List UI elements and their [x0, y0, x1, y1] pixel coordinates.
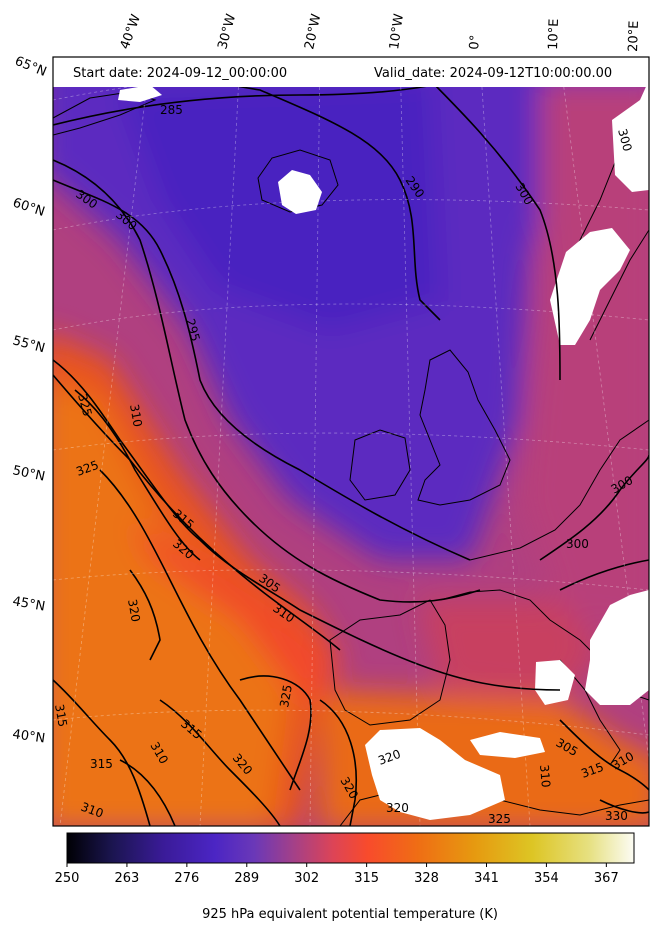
colorbar-tick-label: 367 [593, 871, 619, 886]
colorbar-tick-label: 263 [114, 871, 140, 886]
lon-label: 20°W [302, 12, 324, 50]
latitude-labels: 65°N 60°N 55°N 50°N 45°N 40°N [11, 54, 49, 747]
contour-label: 310 [127, 403, 145, 428]
contour-label: 300 [566, 537, 589, 551]
contour-label: 315 [52, 703, 70, 728]
start-date-text: Start date: 2024-09-12_00:00:00 [73, 66, 288, 81]
contour-label: 315 [90, 757, 113, 771]
graticule [53, 57, 649, 826]
colorbar-tick-label: 315 [354, 871, 380, 886]
lon-label: 10°E [546, 18, 562, 50]
temperature-field: 285 290 300 300 300 295 325 310 325 315 … [52, 57, 649, 826]
longitude-labels: 40°W 30°W 20°W 10°W 0° 10°E 20°E [118, 12, 642, 52]
colorbar-tick-label: 328 [414, 871, 439, 886]
lat-label: 50°N [11, 463, 46, 484]
lon-label: 20°E [626, 20, 642, 52]
contour-label: 320 [125, 598, 143, 623]
lon-label: 0° [467, 34, 483, 50]
contour-label: 295 [183, 317, 202, 343]
lat-label: 60°N [11, 196, 47, 220]
lat-label: 65°N [13, 54, 49, 80]
contour-label: 330 [605, 809, 628, 823]
lon-label: 10°W [387, 13, 407, 51]
colorbar-tick-marks [66, 863, 607, 867]
contour-lines [53, 64, 649, 826]
lat-label: 40°N [11, 727, 46, 746]
header-strip [53, 57, 649, 87]
contour-label: 325 [277, 684, 295, 709]
contour-label: 325 [75, 392, 94, 418]
colorbar-tick-label: 276 [174, 871, 200, 886]
contour-label: 320 [386, 801, 409, 815]
colorbar [66, 832, 635, 864]
contour-label: 325 [488, 812, 511, 826]
lat-label: 55°N [11, 333, 47, 356]
lon-label: 40°W [118, 12, 144, 51]
colorbar-label: 925 hPa equivalent potential temperature… [202, 907, 498, 922]
contour-label: 310 [537, 764, 553, 788]
missing-data-patches [118, 80, 649, 820]
colorbar-tick-label: 289 [234, 871, 260, 886]
lon-label: 30°W [215, 12, 239, 51]
contour-label: 285 [160, 103, 183, 117]
colorbar-tick-label: 354 [533, 871, 559, 886]
lat-label: 45°N [11, 594, 46, 614]
contour-label: 300 [615, 127, 634, 153]
colorbar-tick-label: 302 [294, 871, 320, 886]
valid-date-text: Valid_date: 2024-09-12T10:00:00.00 [374, 66, 613, 81]
map-frame [52, 56, 650, 827]
colorbar-tick-label: 341 [474, 871, 499, 886]
colorbar-tick-label: 250 [54, 871, 80, 886]
